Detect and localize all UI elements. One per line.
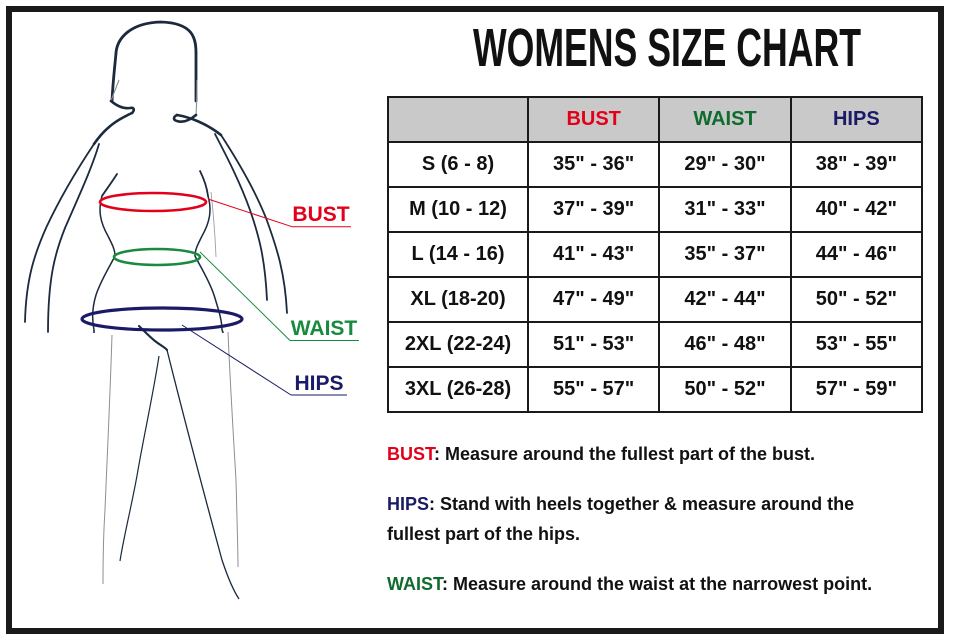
svg-text:WAIST: WAIST (291, 317, 358, 340)
svg-text:HIPS: HIPS (294, 372, 343, 395)
svg-text:BUST: BUST (292, 203, 349, 226)
